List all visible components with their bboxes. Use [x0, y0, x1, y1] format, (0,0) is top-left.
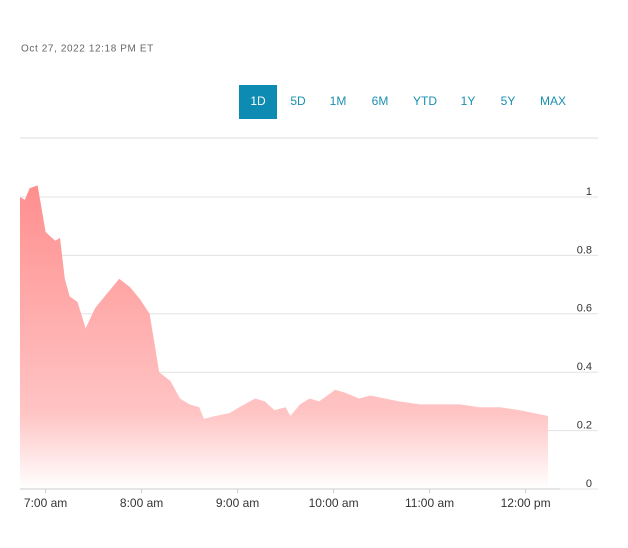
- range-button-label[interactable]: 5D: [290, 94, 306, 108]
- range-button-label[interactable]: 1D: [250, 94, 266, 108]
- area: [20, 185, 548, 489]
- range-button-label[interactable]: 5Y: [501, 94, 516, 108]
- y-tick-label: 0.6: [577, 303, 592, 315]
- x-tick-label: 7:00 am: [24, 496, 67, 510]
- range-button[interactable]: 5D: [290, 94, 306, 108]
- range-button[interactable]: 6M: [372, 94, 389, 108]
- range-button[interactable]: MAX: [540, 94, 566, 108]
- x-tick-label: 10:00 am: [309, 496, 359, 510]
- range-button[interactable]: 1M: [330, 94, 347, 108]
- y-tick-label: 0.2: [577, 420, 592, 432]
- range-button-label[interactable]: 1M: [330, 94, 347, 108]
- x-tick-label: 9:00 am: [216, 496, 259, 510]
- y-tick-label: 0.4: [577, 361, 592, 373]
- range-button-bg[interactable]: [239, 85, 277, 119]
- y-tick-label: 1: [586, 186, 592, 198]
- range-button[interactable]: YTD: [413, 94, 437, 108]
- range-button-label[interactable]: YTD: [413, 94, 437, 108]
- range-button[interactable]: 1Y: [461, 94, 476, 108]
- x-tick-label: 12:00 pm: [501, 496, 551, 510]
- range-button[interactable]: 5Y: [501, 94, 516, 108]
- range-button[interactable]: 1D: [239, 85, 277, 119]
- range-button-label[interactable]: 6M: [372, 94, 389, 108]
- range-button-label[interactable]: 1Y: [461, 94, 476, 108]
- range-button-label[interactable]: MAX: [540, 94, 566, 108]
- x-tick-label: 8:00 am: [120, 496, 163, 510]
- y-tick-label: 0.8: [577, 244, 592, 256]
- x-tick-label: 11:00 am: [405, 496, 454, 510]
- y-tick-label: 0: [586, 478, 592, 490]
- timestamp: Oct 27, 2022 12:18 PM ET: [21, 44, 154, 55]
